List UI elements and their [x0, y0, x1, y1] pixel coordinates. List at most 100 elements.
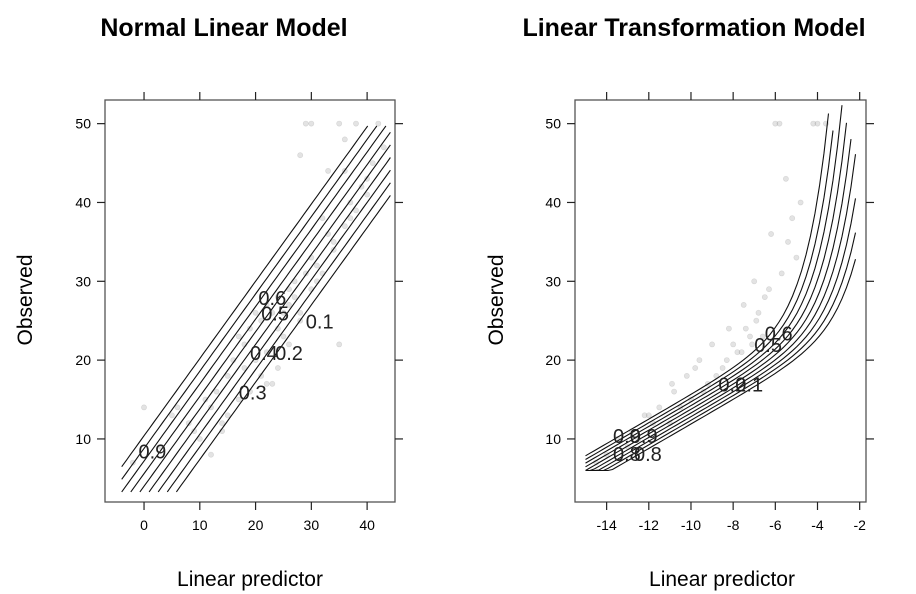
- contour-label: 0.5: [754, 335, 782, 357]
- y-tick-label: 50: [545, 116, 561, 132]
- data-point: [286, 341, 292, 348]
- data-point: [778, 270, 785, 277]
- contour-label: 0.6: [258, 288, 286, 310]
- contour-line: [175, 195, 391, 493]
- data-point: [219, 420, 225, 427]
- contour-line: [585, 113, 830, 457]
- plot-frame: [574, 99, 867, 503]
- data-point: [749, 341, 755, 348]
- data-point: [814, 120, 821, 127]
- data-point: [341, 223, 348, 229]
- data-point: [369, 160, 376, 166]
- contour-label: 0.3: [239, 383, 267, 405]
- panel-title: Normal Linear Model: [100, 14, 347, 42]
- x-tick-label: 10: [192, 517, 208, 533]
- data-point: [336, 341, 343, 348]
- panel-linear-transformation-model: Linear Transformation Model Linear predi…: [485, 14, 874, 591]
- data-point: [793, 254, 800, 261]
- x-tick-label: -12: [639, 517, 659, 533]
- contour-line: [157, 169, 391, 493]
- x-tick-label: 0: [140, 517, 148, 533]
- x-tick-label: -10: [681, 517, 701, 533]
- data-point: [168, 412, 175, 419]
- data-point: [747, 333, 753, 340]
- contour-line: [148, 157, 391, 493]
- data-point: [772, 120, 779, 127]
- data-point: [734, 349, 741, 356]
- contour-label: 0.8: [634, 444, 662, 466]
- panel-title: Linear Transformation Model: [522, 14, 865, 42]
- data-point: [766, 286, 772, 293]
- x-tick-label: -4: [811, 517, 824, 533]
- data-point: [759, 333, 766, 340]
- data-point: [235, 333, 242, 340]
- data-point: [196, 435, 203, 442]
- data-point: [224, 372, 231, 379]
- contour-line: [139, 144, 391, 493]
- data-point: [810, 120, 817, 127]
- data-point: [723, 357, 730, 363]
- contour-label: 0.2: [718, 375, 746, 397]
- data-point: [783, 175, 789, 182]
- data-point: [751, 278, 758, 285]
- data-point: [353, 207, 359, 214]
- data-point: [671, 388, 677, 395]
- y-tick-label: 40: [75, 194, 91, 210]
- data-point: [313, 262, 320, 269]
- x-tick-label: 30: [304, 517, 320, 533]
- data-point: [174, 404, 181, 411]
- contour-line: [585, 130, 834, 460]
- contour-label: 0.2: [275, 343, 303, 365]
- data-point: [696, 357, 703, 363]
- contour-line: [585, 232, 857, 472]
- contour-line: [121, 125, 387, 493]
- data-point: [297, 309, 304, 316]
- data-point: [797, 199, 804, 206]
- data-point: [302, 120, 309, 127]
- contour-label: 0.9: [139, 442, 167, 464]
- data-point: [656, 404, 663, 411]
- x-tick-label: -14: [597, 517, 617, 533]
- data-point: [213, 388, 220, 395]
- data-point: [669, 380, 675, 387]
- contour-label: 0.5: [261, 304, 289, 326]
- contour-label: 0.9: [613, 426, 641, 448]
- contour-line: [130, 131, 391, 493]
- data-point: [269, 380, 276, 387]
- y-tick-label: 10: [75, 431, 91, 447]
- data-point: [730, 341, 737, 348]
- data-point: [742, 325, 749, 332]
- contour-line: [585, 122, 848, 468]
- data-point: [286, 301, 292, 308]
- data-point: [141, 404, 147, 411]
- x-tick-label: 40: [359, 517, 375, 533]
- x-tick-label: -2: [853, 517, 866, 533]
- contour-label: 0.1: [306, 312, 334, 334]
- data-point: [258, 372, 265, 379]
- data-point: [325, 167, 331, 174]
- data-point: [297, 152, 304, 159]
- data-point: [224, 412, 231, 419]
- y-tick-label: 20: [75, 352, 91, 368]
- data-point: [364, 175, 370, 182]
- contour-label: 0.4: [250, 343, 278, 365]
- plot-frame: [104, 99, 396, 503]
- data-point: [645, 412, 652, 419]
- data-point: [761, 294, 768, 300]
- data-point: [291, 294, 298, 300]
- data-point: [726, 325, 732, 332]
- data-point: [719, 365, 726, 371]
- data-point: [353, 120, 359, 127]
- contour-line: [585, 105, 843, 464]
- data-point: [755, 309, 762, 316]
- y-tick-label: 20: [545, 352, 561, 368]
- contour-line: [121, 125, 378, 480]
- data-point: [776, 120, 783, 127]
- data-point: [274, 365, 281, 371]
- plot-area: 0.90.90.80.8 0.20.1 0.50.6 -14 -12 -10 -8 -6 -4 -…: [545, 92, 874, 533]
- data-point: [308, 120, 315, 127]
- contour-line: [585, 198, 857, 472]
- data-point: [330, 238, 337, 245]
- contour-label: 0.1: [735, 375, 763, 397]
